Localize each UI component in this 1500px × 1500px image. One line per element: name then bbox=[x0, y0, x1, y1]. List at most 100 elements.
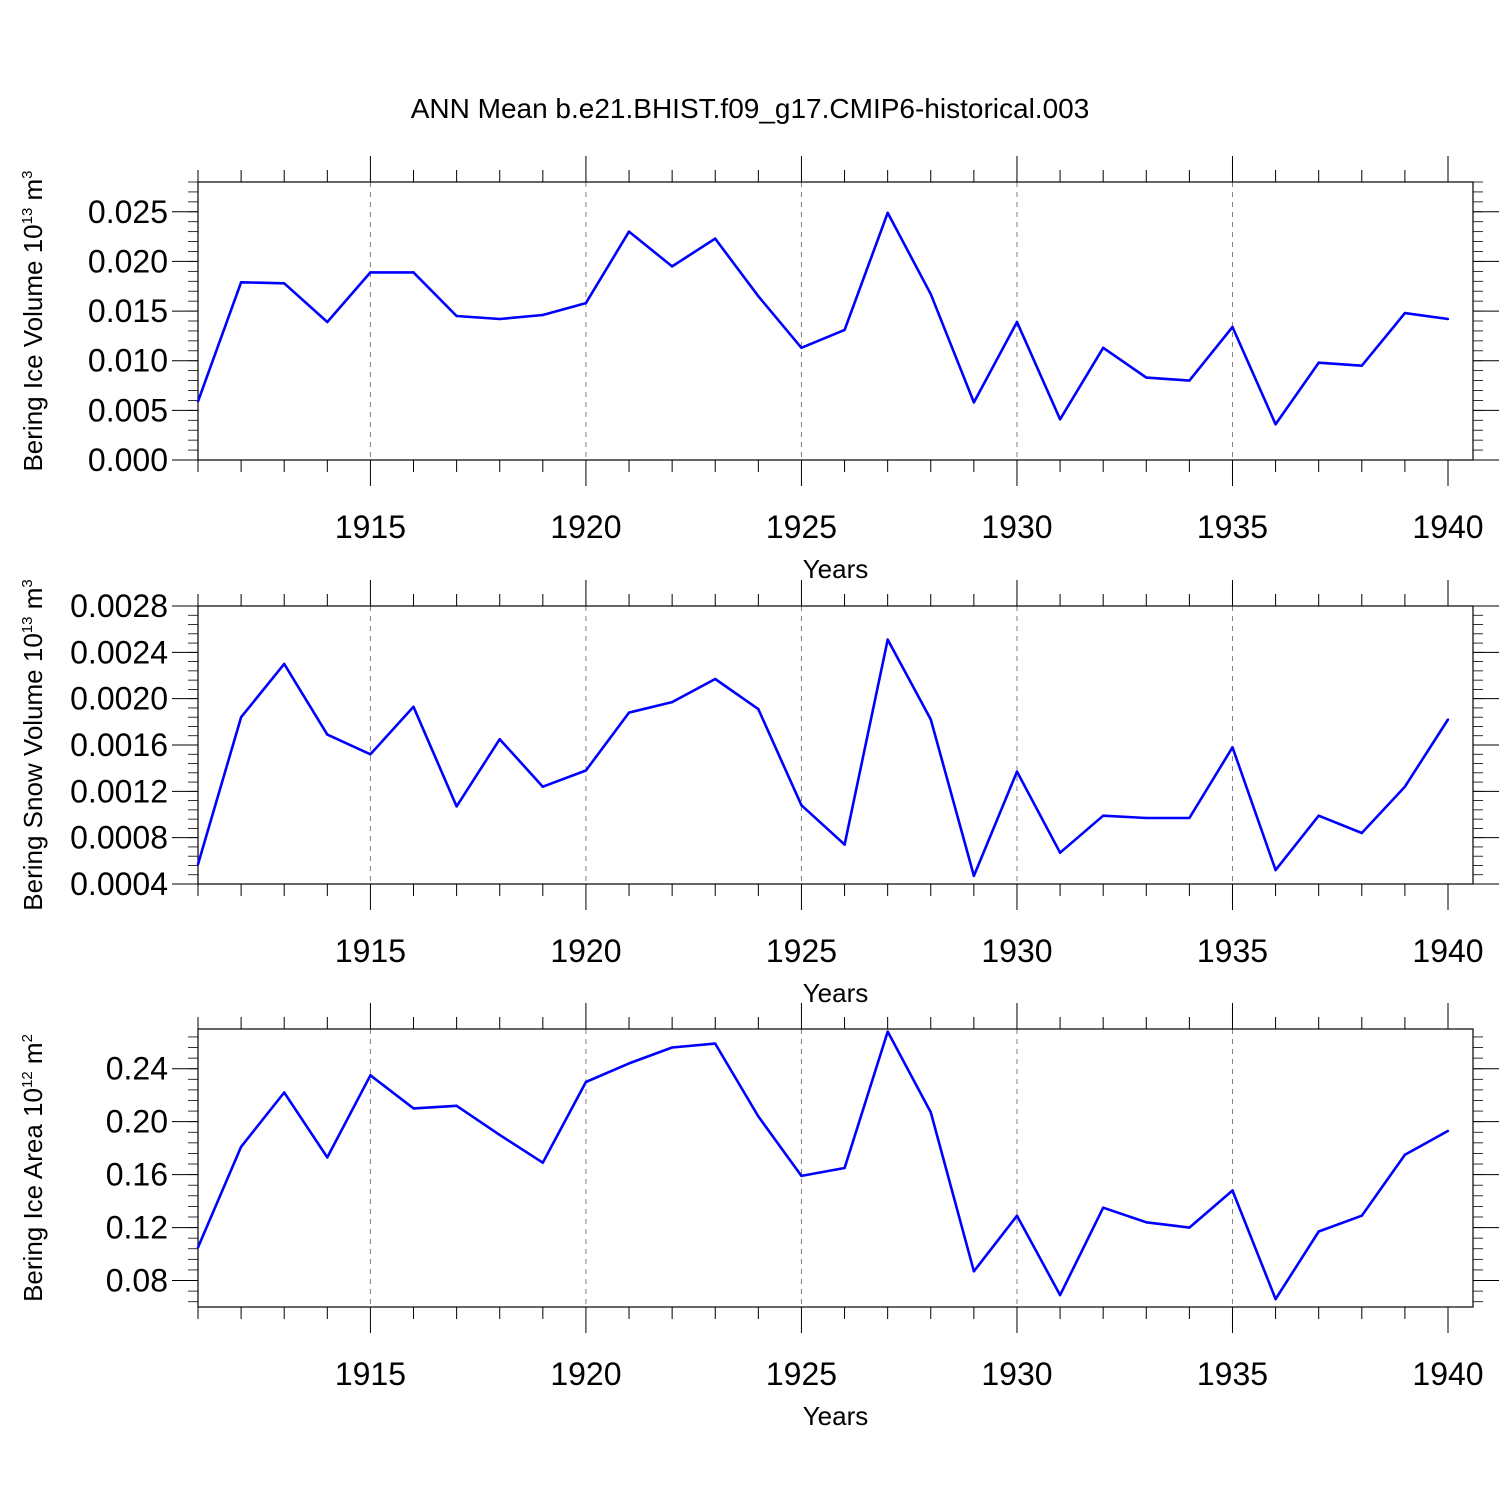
x-tick-label: 1930 bbox=[981, 933, 1052, 969]
data-point bbox=[283, 1091, 286, 1094]
x-tick-label: 1935 bbox=[1197, 509, 1268, 545]
y-axis-label-part: m bbox=[18, 179, 48, 208]
data-point bbox=[412, 271, 415, 274]
data-point bbox=[239, 716, 243, 719]
y-tick-label: 0.0012 bbox=[70, 773, 168, 809]
data-point bbox=[1145, 376, 1148, 379]
data-point bbox=[929, 292, 932, 296]
data-point bbox=[283, 662, 286, 666]
y-tick-label: 0.16 bbox=[106, 1157, 168, 1193]
plot-frame bbox=[197, 605, 1474, 885]
data-point bbox=[498, 738, 501, 741]
data-point bbox=[498, 1133, 501, 1137]
data-point bbox=[1101, 346, 1105, 350]
data-point bbox=[714, 237, 717, 240]
y-axis-label-part: Bering Ice Area 10 bbox=[18, 1088, 48, 1302]
data-point bbox=[1446, 1129, 1450, 1133]
data-point bbox=[1015, 320, 1019, 324]
data-point bbox=[1317, 361, 1320, 364]
y-tick-label: 0.24 bbox=[106, 1051, 168, 1087]
y-tick-label: 0.0024 bbox=[70, 634, 168, 670]
y-axis-label-part: Bering Ice Volume 10 bbox=[18, 224, 48, 471]
data-point bbox=[326, 733, 329, 736]
data-point bbox=[584, 769, 588, 772]
data-point bbox=[455, 314, 458, 318]
data-point bbox=[757, 707, 760, 711]
data-point bbox=[283, 282, 286, 285]
data-point bbox=[1403, 1153, 1407, 1156]
data-point bbox=[1188, 816, 1191, 820]
plot-frame bbox=[197, 181, 1474, 461]
x-tick-label: 1935 bbox=[1197, 933, 1268, 969]
x-tick-label: 1930 bbox=[981, 1356, 1052, 1392]
data-point bbox=[1403, 311, 1407, 315]
data-point bbox=[886, 1030, 889, 1033]
data-point bbox=[627, 711, 631, 714]
data-point bbox=[843, 328, 846, 332]
data-point bbox=[800, 1174, 803, 1178]
y-axis-label-part: 3 bbox=[19, 579, 36, 587]
data-point bbox=[670, 265, 674, 268]
data-point bbox=[196, 400, 200, 403]
data-point bbox=[1231, 1189, 1234, 1192]
data-point bbox=[800, 346, 803, 350]
data-point bbox=[1101, 1206, 1105, 1209]
data-point bbox=[627, 230, 631, 233]
x-tick-label: 1925 bbox=[766, 1356, 837, 1392]
data-point bbox=[1058, 1293, 1062, 1297]
x-tick-label: 1915 bbox=[335, 1356, 406, 1392]
y-tick-label: 0.20 bbox=[106, 1104, 168, 1140]
data-point bbox=[584, 301, 588, 305]
x-tick-label: 1915 bbox=[335, 509, 406, 545]
data-point bbox=[1317, 1230, 1320, 1233]
series-line-1 bbox=[196, 638, 1450, 878]
data-point bbox=[1446, 718, 1450, 721]
x-tick-label: 1935 bbox=[1197, 1356, 1268, 1392]
data-point bbox=[627, 1062, 631, 1065]
y-tick-label: 0.010 bbox=[88, 343, 168, 379]
data-point bbox=[670, 700, 674, 704]
y-tick-label: 0.005 bbox=[88, 392, 168, 428]
y-axis-label-part: 13 bbox=[19, 208, 36, 225]
y-axis-label: Bering Ice Area 1012 m2 bbox=[18, 1034, 48, 1302]
data-point bbox=[1231, 746, 1234, 749]
y-tick-label: 0.015 bbox=[88, 293, 168, 329]
data-point bbox=[972, 401, 976, 404]
data-point bbox=[239, 281, 243, 284]
x-tick-label: 1930 bbox=[981, 509, 1052, 545]
data-point bbox=[1274, 423, 1277, 426]
data-point bbox=[1015, 1214, 1019, 1217]
x-tick-label: 1940 bbox=[1412, 509, 1483, 545]
data-point bbox=[1274, 868, 1277, 872]
data-point bbox=[498, 317, 501, 321]
data-point bbox=[714, 1042, 717, 1045]
data-point bbox=[1015, 770, 1019, 773]
y-axis-label-part: 2 bbox=[19, 1034, 36, 1042]
y-axis-label-part: 13 bbox=[19, 617, 36, 634]
data-point bbox=[1274, 1297, 1277, 1301]
y-axis-label: Bering Ice Volume 1013 m3 bbox=[18, 170, 48, 471]
x-tick-label: 1920 bbox=[550, 933, 621, 969]
data-point bbox=[541, 785, 545, 788]
data-point bbox=[541, 313, 545, 317]
data-point bbox=[886, 211, 889, 214]
y-axis-label-part: Bering Snow Volume 10 bbox=[18, 633, 48, 911]
data-point bbox=[1145, 1221, 1148, 1224]
data-point bbox=[369, 1074, 372, 1077]
data-point bbox=[843, 1166, 846, 1170]
y-tick-label: 0.08 bbox=[106, 1263, 168, 1299]
x-tick-label: 1940 bbox=[1412, 933, 1483, 969]
data-point bbox=[757, 294, 760, 298]
data-point bbox=[757, 1115, 760, 1118]
data-point bbox=[1101, 814, 1105, 817]
data-point bbox=[455, 805, 458, 808]
data-point bbox=[1188, 1226, 1191, 1229]
chart-panel-3: 0.08 0.12 0.16 0.20 0.24 1915 1920 1925 1930 1935… bbox=[18, 1003, 1499, 1431]
data-point bbox=[1403, 785, 1407, 788]
y-tick-label: 0.0008 bbox=[70, 820, 168, 856]
y-axis-label-part: 3 bbox=[19, 170, 36, 178]
data-point bbox=[1188, 379, 1191, 382]
y-tick-label: 0.020 bbox=[88, 243, 168, 279]
chart-panel-2: 0.0004 0.0008 0.0012 0.0016 0.0020 0.0024 0.00… bbox=[18, 579, 1499, 1008]
chart-panels: 0.000 0.005 0.010 0.015 0.020 0.025 1915 1920 19… bbox=[18, 156, 1499, 1431]
